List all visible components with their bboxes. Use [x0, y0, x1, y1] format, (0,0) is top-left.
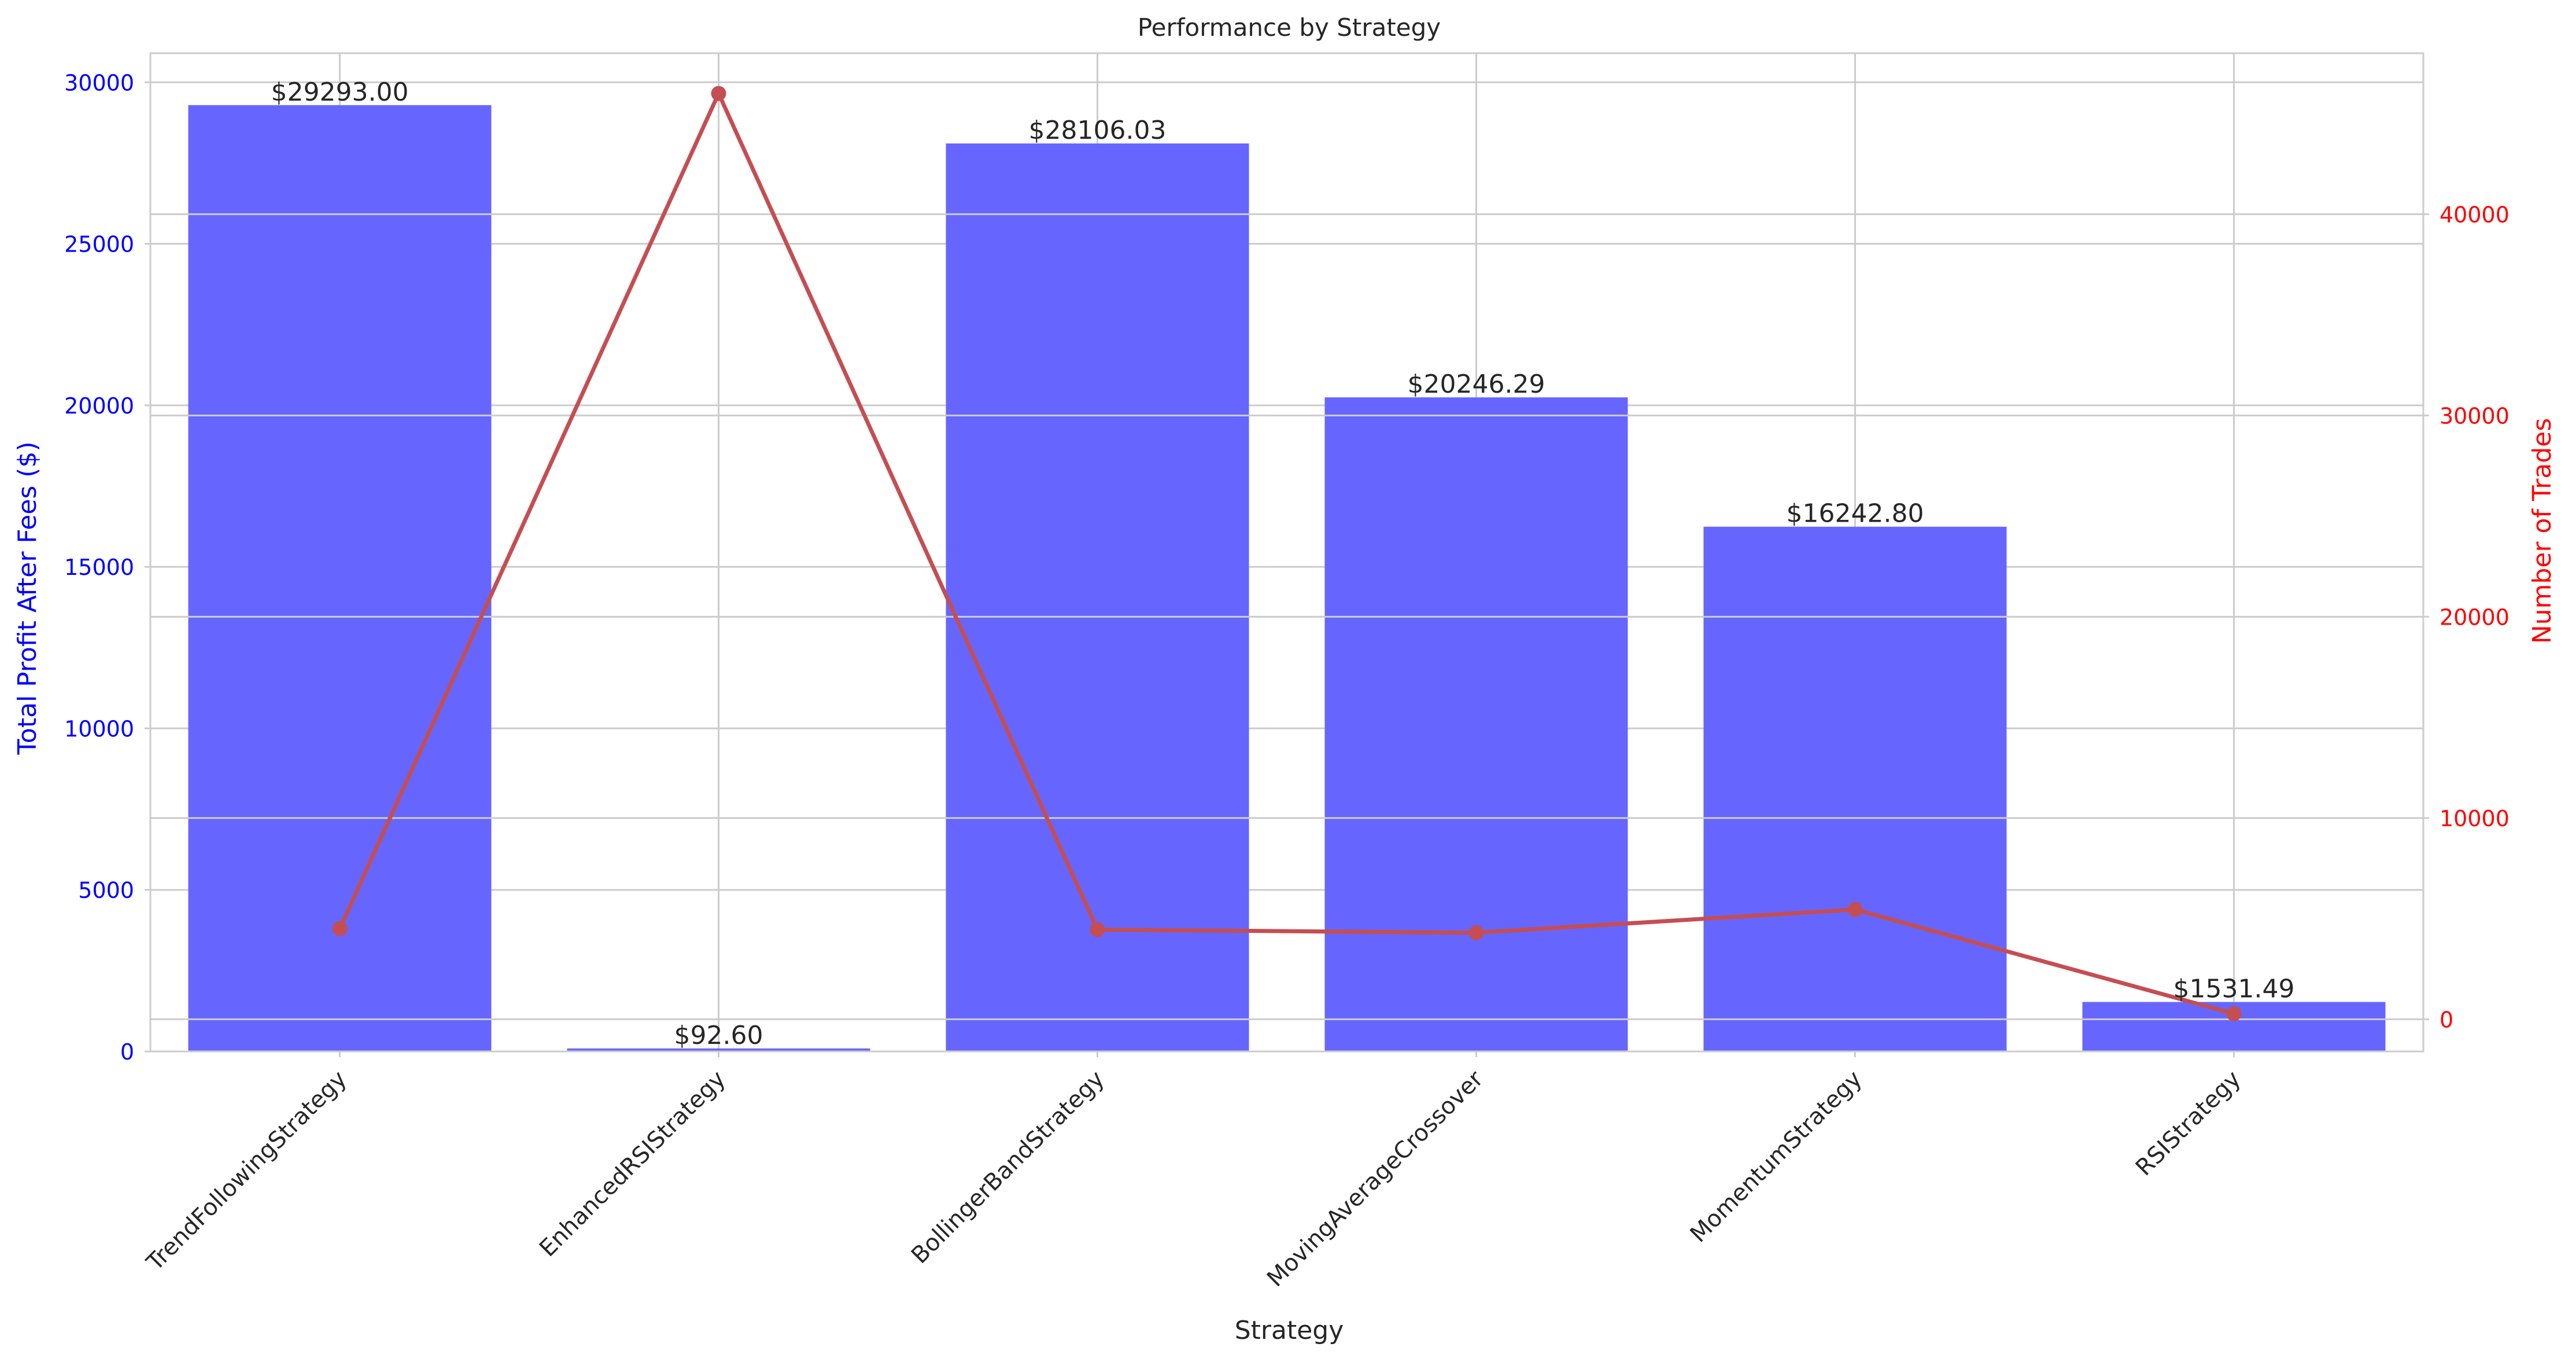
chart-title: Performance by Strategy: [1138, 13, 1441, 42]
left-axis-ticks: 0 5000 10000 15000 20000 25000 30000: [64, 70, 150, 1065]
bar: [946, 143, 1249, 1052]
left-tick-label: 10000: [64, 716, 134, 741]
bar-value-label: $28106.03: [1029, 116, 1167, 145]
bar-data-labels: $29293.00 $92.60 $28106.03 $20246.29 $16242.…: [271, 77, 2295, 1050]
right-tick-label: 0: [2440, 1007, 2453, 1032]
right-tick-label: 30000: [2440, 403, 2509, 429]
trades-point: [1090, 922, 1105, 937]
bar-value-label: $92.60: [674, 1021, 763, 1050]
right-tick-label: 20000: [2440, 604, 2509, 630]
right-axis-gridlines: [150, 213, 2423, 1020]
left-tick-label: 30000: [64, 70, 134, 95]
left-tick-label: 5000: [78, 878, 134, 903]
right-tick-label: 40000: [2440, 202, 2509, 227]
bar-series: [188, 105, 2386, 1052]
bar: [1324, 397, 1628, 1051]
bar-value-label: $16242.80: [1787, 499, 1924, 529]
trades-point: [332, 921, 348, 936]
trades-point: [1847, 902, 1863, 917]
left-tick-label: 15000: [64, 555, 134, 580]
trades-point: [711, 86, 726, 101]
left-tick-label: 25000: [64, 232, 134, 257]
trades-line-series: [332, 86, 2242, 1021]
right-tick-label: 10000: [2440, 806, 2509, 831]
bar-value-label: $1531.49: [2173, 974, 2295, 1003]
trades-point: [1468, 925, 1484, 940]
bar-value-label: $29293.00: [271, 77, 409, 107]
bar-value-label: $20246.29: [1408, 370, 1545, 399]
plot-frame: [149, 52, 2424, 1053]
y-axis-label: Total Profit After Fees ($): [13, 441, 42, 755]
trades-point: [2226, 1006, 2242, 1021]
y2-axis-label: Number of Trades: [2527, 418, 2557, 644]
bar: [567, 1048, 870, 1051]
x-axis-label: Strategy: [1235, 1316, 1344, 1345]
right-axis-ticks: 0 10000 20000 30000 40000: [2423, 202, 2509, 1032]
bar: [1703, 526, 2007, 1051]
bar: [188, 105, 492, 1051]
trades-line: [338, 91, 2235, 1016]
left-tick-label: 0: [120, 1039, 134, 1065]
left-tick-label: 20000: [64, 393, 134, 419]
